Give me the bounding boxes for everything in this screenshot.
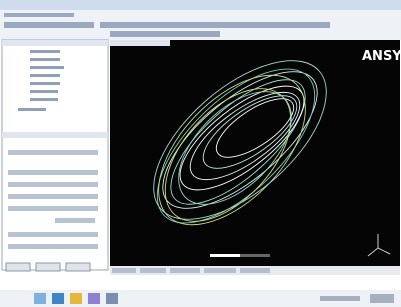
taskbar-icon[interactable] [70, 293, 82, 304]
details-row[interactable] [8, 182, 98, 187]
logo: ANSYS [362, 49, 401, 64]
clock [370, 294, 394, 303]
details-row[interactable] [8, 244, 98, 249]
menu-bar[interactable] [4, 13, 74, 17]
button[interactable] [66, 263, 90, 271]
taskbar-icon[interactable] [106, 293, 118, 304]
button[interactable] [36, 263, 60, 271]
tab[interactable] [140, 268, 166, 273]
tab[interactable] [112, 268, 136, 273]
tab[interactable] [170, 268, 200, 273]
tray[interactable] [320, 296, 360, 301]
taskbar-icon[interactable] [52, 293, 64, 304]
outline-tabs[interactable] [2, 40, 108, 46]
taskbar-icon[interactable] [34, 293, 46, 304]
toolbar-left[interactable] [4, 22, 94, 28]
details-row[interactable] [8, 194, 98, 199]
tree-item[interactable] [30, 74, 60, 77]
viewport-tab[interactable] [110, 40, 170, 46]
panel-buttons [6, 263, 90, 271]
tree-item[interactable] [18, 108, 46, 111]
button[interactable] [6, 263, 30, 271]
tree-item[interactable] [30, 50, 60, 53]
viewport[interactable] [110, 40, 400, 266]
tab-items [112, 268, 270, 273]
tree-item[interactable] [30, 58, 60, 61]
taskbar-icon[interactable] [88, 293, 100, 304]
tree-item[interactable] [30, 98, 58, 101]
scale-segment [210, 254, 240, 257]
details-row[interactable] [8, 170, 98, 175]
tab[interactable] [240, 268, 270, 273]
details-header [2, 132, 108, 138]
toolbar-view[interactable] [110, 31, 220, 37]
toolbar-main[interactable] [100, 22, 330, 28]
details-row[interactable] [8, 232, 98, 237]
details-row[interactable] [8, 206, 98, 211]
tree-item[interactable] [30, 90, 58, 93]
tree-item[interactable] [30, 66, 64, 69]
details-row[interactable] [8, 150, 98, 155]
scale-segment [240, 254, 270, 257]
tree-item[interactable] [30, 82, 60, 85]
screen: ANSYS [0, 0, 401, 307]
details-button[interactable] [55, 218, 95, 223]
scale-bar [210, 254, 270, 257]
title-bar [0, 0, 401, 10]
tab[interactable] [204, 268, 236, 273]
